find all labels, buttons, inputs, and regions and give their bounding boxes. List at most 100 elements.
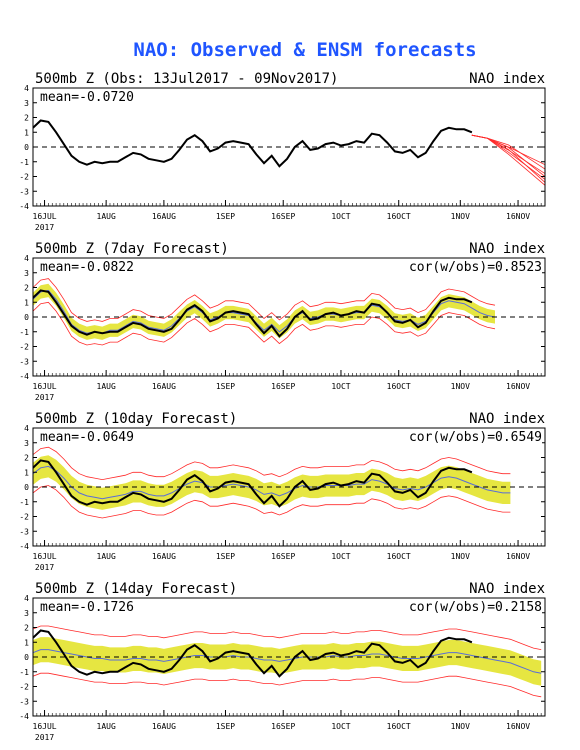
x-tick-label: 1NOV: [451, 722, 470, 731]
mean-stat-bg: [37, 260, 151, 274]
y-tick-label: 0: [24, 313, 29, 322]
x-tick-label: 16SEP: [271, 212, 295, 221]
panel-subtitle: 500mb Z (10day Forecast): [35, 411, 237, 427]
y-tick-label: 4: [24, 254, 29, 263]
y-tick-label: -4: [19, 372, 29, 381]
panel-index-label: NAO index: [469, 411, 545, 427]
x-tick-label: 16JUL: [33, 212, 57, 221]
correlation-label: cor(w/obs)=0.8523: [409, 260, 542, 275]
x-tick-label: 16AUG: [152, 722, 176, 731]
x-tick-label: 16JUL: [33, 722, 57, 731]
y-tick-label: 0: [24, 483, 29, 492]
x-tick-label: 16SEP: [271, 552, 295, 561]
y-tick-label: 1: [24, 468, 29, 477]
correlation-bg: [389, 600, 542, 614]
chart-title: NAO: Observed & ENSM forecasts: [133, 39, 476, 61]
y-tick-label: -3: [19, 697, 29, 706]
y-tick-label: -3: [19, 527, 29, 536]
x-tick-label: 16NOV: [506, 382, 530, 391]
panel-subtitle: 500mb Z (14day Forecast): [35, 581, 237, 597]
panel-index-label: NAO index: [469, 581, 545, 597]
x-tick-label: 16NOV: [506, 552, 530, 561]
x-tick-label: 16OCT: [387, 212, 411, 221]
y-tick-label: 3: [24, 439, 29, 448]
y-tick-label: -1: [19, 668, 29, 677]
x-tick-label: 1SEP: [216, 722, 235, 731]
x-tick-label: 1AUG: [97, 382, 116, 391]
mean-stat-bg: [37, 600, 151, 614]
ensemble-mean-line: [33, 649, 542, 674]
plot-data: [33, 446, 545, 519]
plot-data: [33, 119, 545, 186]
y-tick-label: 1: [24, 128, 29, 137]
y-tick-label: -1: [19, 158, 29, 167]
y-tick-label: 0: [24, 653, 29, 662]
member-lower-line: [33, 672, 542, 698]
y-tick-label: -1: [19, 498, 29, 507]
x-tick-label: 16OCT: [387, 382, 411, 391]
mean-stat-label: mean=-0.0649: [40, 430, 134, 445]
x-year-label: 2017: [35, 563, 54, 572]
x-tick-label: 16NOV: [506, 722, 530, 731]
y-tick-label: -4: [19, 712, 29, 721]
y-tick-label: 4: [24, 84, 29, 93]
mean-stat-bg: [37, 430, 151, 444]
observed-line: [33, 119, 473, 168]
y-tick-label: -2: [19, 343, 29, 352]
spread-band: [33, 283, 495, 340]
plot-data: [33, 278, 545, 346]
x-tick-label: 1SEP: [216, 212, 235, 221]
observed-line: [33, 289, 473, 338]
spread-band: [33, 637, 542, 686]
y-tick-label: -2: [19, 513, 29, 522]
x-tick-label: 16SEP: [271, 722, 295, 731]
correlation-bg: [389, 430, 542, 444]
mean-stat-label: mean=-0.0822: [40, 260, 134, 275]
observed-line: [33, 459, 473, 508]
panel-index-label: NAO index: [469, 71, 545, 87]
nao-panel-2: 500mb Z (7day Forecast) NAO index -4 -3 -2 -1…: [19, 241, 546, 402]
x-tick-label: 1SEP: [216, 552, 235, 561]
x-tick-label: 1AUG: [97, 552, 116, 561]
y-tick-label: 0: [24, 143, 29, 152]
correlation-bg: [389, 260, 542, 274]
chart-panels: 500mb Z (Obs: 13Jul2017 - 09Nov2017) NAO …: [19, 71, 546, 742]
forecast-member-line: [471, 134, 545, 186]
y-tick-label: 1: [24, 638, 29, 647]
y-tick-label: -3: [19, 187, 29, 196]
y-tick-label: 4: [24, 594, 29, 603]
y-tick-label: -1: [19, 328, 29, 337]
x-tick-label: 1SEP: [216, 382, 235, 391]
x-tick-label: 1NOV: [451, 552, 470, 561]
y-tick-label: 2: [24, 624, 29, 633]
member-lower-line: [33, 301, 496, 346]
panel-subtitle: 500mb Z (7day Forecast): [35, 241, 229, 257]
y-tick-label: -2: [19, 683, 29, 692]
y-tick-label: -4: [19, 202, 29, 211]
nao-panel-3: 500mb Z (10day Forecast) NAO index -4 -3 -2 -…: [19, 411, 546, 572]
x-tick-label: 1OCT: [331, 722, 350, 731]
plot-data: [33, 625, 545, 698]
mean-stat-label: mean=-0.1726: [40, 600, 134, 615]
member-upper-line: [33, 278, 496, 322]
y-tick-label: 2: [24, 454, 29, 463]
x-tick-label: 1NOV: [451, 382, 470, 391]
x-tick-label: 16JUL: [33, 552, 57, 561]
panel-subtitle: 500mb Z (Obs: 13Jul2017 - 09Nov2017): [35, 71, 338, 87]
x-tick-label: 16OCT: [387, 552, 411, 561]
y-tick-label: 3: [24, 99, 29, 108]
y-tick-label: 3: [24, 269, 29, 278]
member-upper-line: [33, 625, 542, 650]
spread-band: [33, 455, 511, 510]
forecast-member-line: [471, 134, 545, 183]
x-tick-label: 1OCT: [331, 212, 350, 221]
member-upper-line: [33, 446, 511, 481]
x-tick-label: 16NOV: [506, 212, 530, 221]
correlation-label: cor(w/obs)=0.6549: [409, 430, 542, 445]
x-tick-label: 1AUG: [97, 722, 116, 731]
x-tick-label: 1AUG: [97, 212, 116, 221]
x-tick-label: 1OCT: [331, 552, 350, 561]
panel-index-label: NAO index: [469, 241, 545, 257]
x-tick-label: 16AUG: [152, 382, 176, 391]
